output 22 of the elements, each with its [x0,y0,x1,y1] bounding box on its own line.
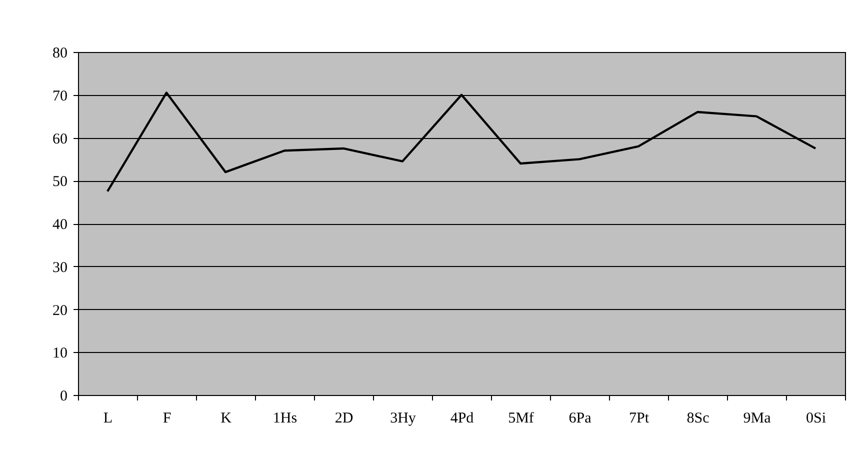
y-tick-label: 50 [52,174,68,190]
x-tick-label: 7Pt [628,410,650,426]
x-tick-label: 0Si [806,410,826,426]
y-tick-label: 30 [52,260,68,276]
x-tick-label: 8Sc [686,410,710,426]
x-tick-label: 5Mf [508,410,534,426]
x-tick-label: 2D [334,410,354,426]
x-tick-label: L [103,410,113,426]
y-tick-label: 80 [52,46,68,62]
x-tick-label: 1Hs [272,410,298,426]
x-tick-label: 6Pa [568,410,592,426]
x-tick-label: K [220,410,232,426]
x-tick-label: F [162,410,172,426]
y-tick-label: 20 [52,302,68,319]
y-tick-label: 0 [60,388,68,404]
y-tick-label: 40 [52,217,68,233]
x-tick-label: 4Pd [450,410,474,426]
x-tick-label: 9Ma [743,410,772,426]
y-tick-label: 10 [52,346,68,362]
x-tick-label: 3Hy [390,410,416,426]
y-tick-label: 60 [52,131,68,148]
y-tick-label: 70 [52,88,68,104]
